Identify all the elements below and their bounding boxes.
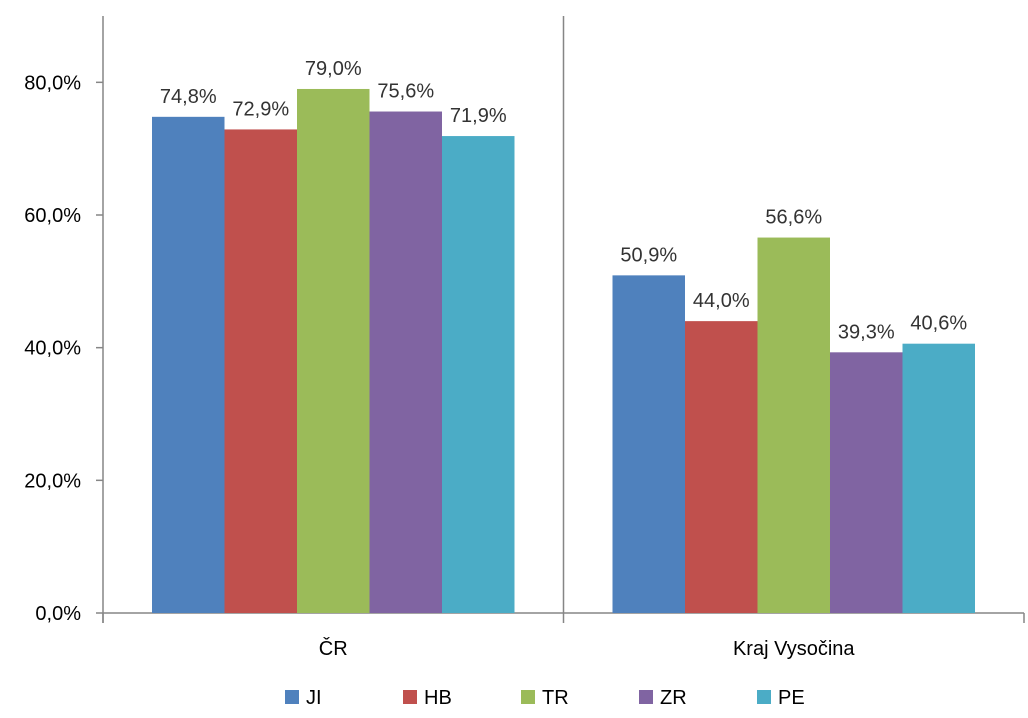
legend-label: TR (542, 687, 569, 709)
y-tick-label: 80,0% (24, 72, 81, 94)
category-label: Kraj Vysočina (733, 638, 855, 660)
legend-swatch-pe (757, 690, 771, 704)
data-label: 74,8% (160, 86, 217, 108)
data-label: 56,6% (765, 207, 822, 229)
bar-tr (297, 88, 370, 613)
data-label: 50,9% (620, 244, 677, 266)
legend-label: ZR (660, 687, 687, 709)
bar-pe (442, 136, 515, 613)
data-label: 75,6% (377, 81, 434, 103)
bar-ji (152, 116, 225, 614)
bar-hb (224, 129, 297, 613)
legend-swatch-hb (403, 690, 417, 704)
bar-hb (685, 321, 758, 613)
bar-zr (830, 352, 903, 613)
data-labels: 74,8% 72,9% 79,0% 75,6% 71,9% 50,9% 44,0% 56,6%… (160, 58, 967, 343)
bar-ji (612, 275, 685, 613)
legend: JI HB TR ZR PE (285, 687, 805, 709)
data-label: 39,3% (838, 321, 895, 343)
legend-label: PE (778, 687, 805, 709)
data-label: 79,0% (305, 58, 362, 80)
bar-pe (902, 343, 975, 613)
bars (152, 88, 975, 614)
y-tick-label: 60,0% (24, 205, 81, 227)
legend-label: JI (306, 687, 322, 709)
legend-swatch-tr (521, 690, 535, 704)
y-tick-label: 40,0% (24, 338, 81, 360)
data-label: 44,0% (693, 290, 750, 312)
legend-swatch-zr (639, 690, 653, 704)
legend-label: HB (424, 687, 452, 709)
y-tick-label: 0,0% (35, 603, 81, 625)
data-label: 72,9% (232, 98, 289, 120)
legend-swatch-ji (285, 690, 299, 704)
data-label: 71,9% (450, 105, 507, 127)
data-label: 40,6% (910, 313, 967, 335)
bar-zr (369, 111, 442, 614)
bar-tr (757, 237, 830, 613)
y-tick-label: 20,0% (24, 470, 81, 492)
category-label: ČR (319, 637, 348, 660)
